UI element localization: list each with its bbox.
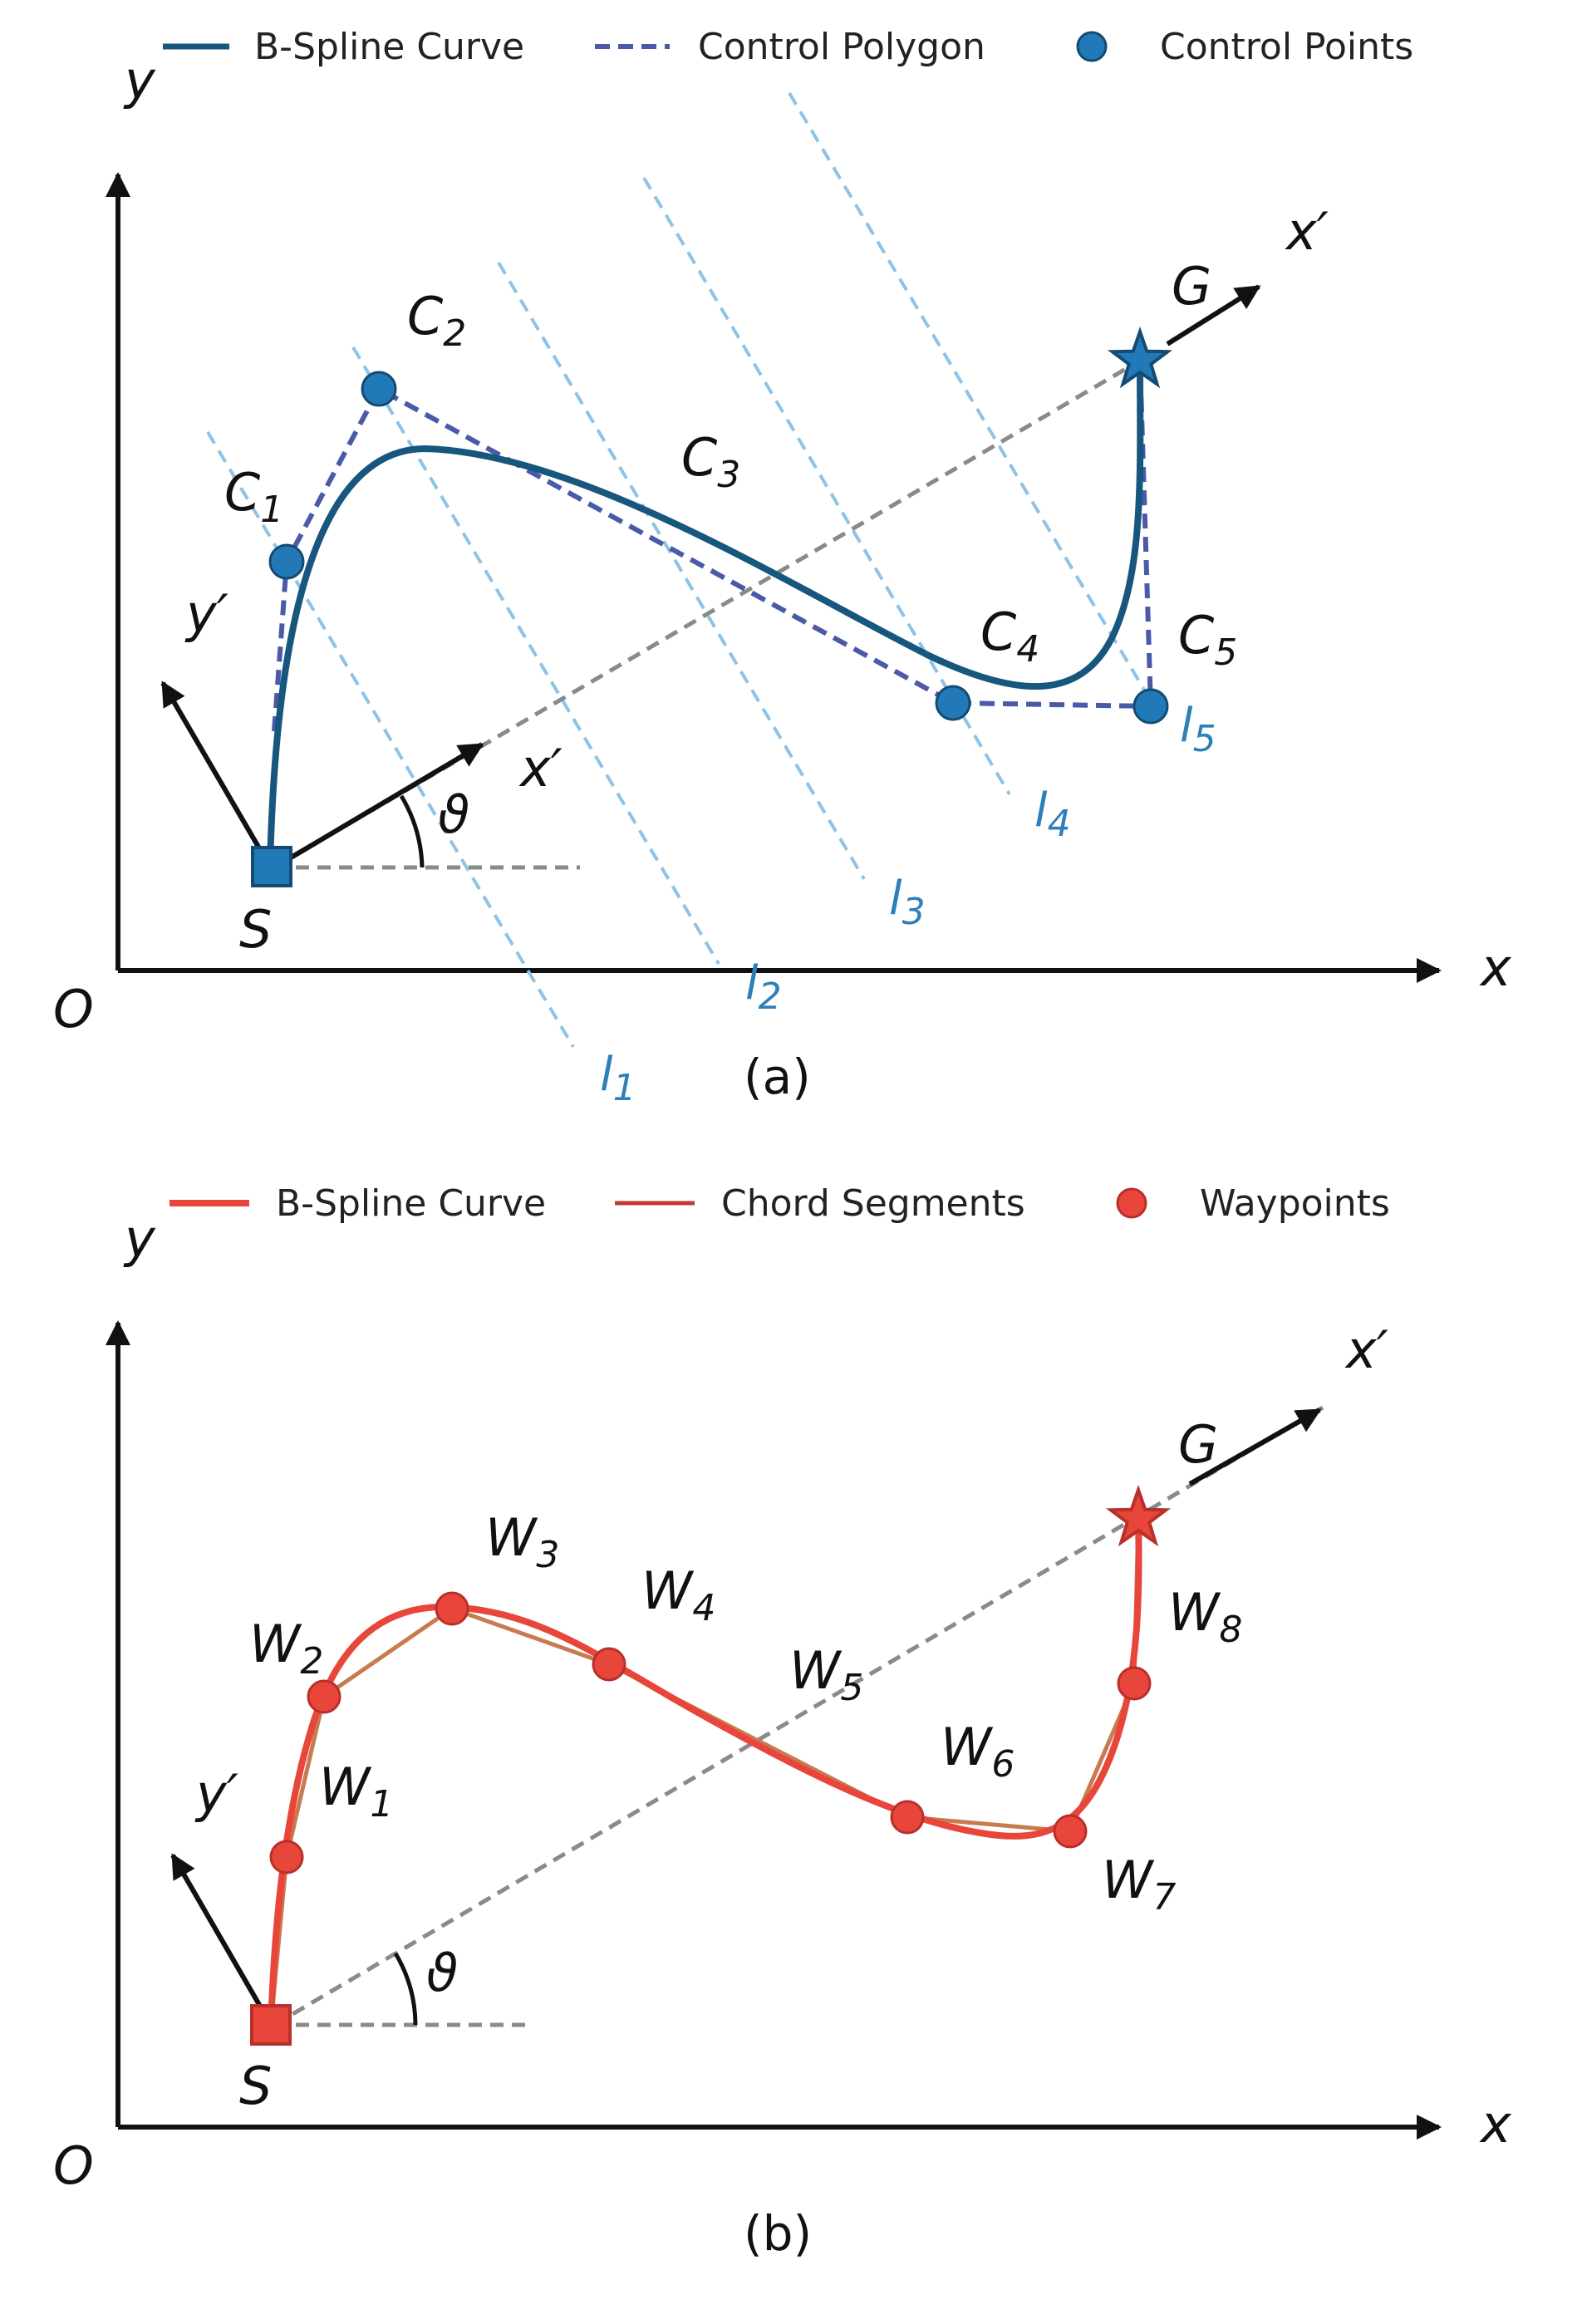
legend-points-swatch	[1076, 31, 1108, 62]
label-c2: C2	[407, 286, 466, 355]
line-l2	[351, 346, 720, 965]
y-prime-arrow-b	[170, 1853, 270, 2021]
waypoint-w2	[307, 1679, 341, 1714]
control-point-c4	[935, 685, 971, 721]
legend-curve-label: B-Spline Curve	[254, 26, 524, 68]
waypoint-w6	[890, 1800, 925, 1835]
control-point-c1	[268, 543, 305, 580]
line-l4	[642, 176, 1011, 796]
goal-arrow-a	[1166, 284, 1261, 346]
y-axis-label-b: y	[123, 1208, 156, 1269]
angle-arc-a	[399, 794, 425, 868]
x-prime-arrow-a	[273, 742, 484, 870]
axes-a: y x O	[53, 50, 1512, 1039]
label-l1: l1	[600, 1048, 636, 1109]
y-axis-label: y	[123, 50, 156, 111]
origin-label: O	[53, 979, 94, 1039]
x-axis-label-b: x	[1479, 2094, 1512, 2154]
label-w4: W4	[641, 1560, 715, 1629]
start-goal-line-b	[273, 1405, 1324, 2027]
label-w6: W6	[941, 1717, 1015, 1786]
label-w1: W1	[319, 1757, 393, 1825]
start-marker-a	[251, 846, 292, 887]
start-label-b: S	[239, 2056, 272, 2116]
label-c4: C4	[980, 602, 1039, 671]
waypoint-w1	[269, 1840, 304, 1874]
waypoint-w7	[1053, 1814, 1088, 1849]
line-l1	[206, 430, 575, 1049]
goal-marker-a	[1107, 326, 1173, 389]
x-prime-label-a-low: x′	[518, 738, 563, 798]
legend-chord-label: Chord Segments	[721, 1182, 1025, 1225]
angle-label-a: ϑ	[438, 784, 469, 845]
label-w3: W3	[485, 1507, 559, 1576]
waypoints	[269, 1591, 1152, 1874]
legend-curve-label-b: B-Spline Curve	[276, 1182, 546, 1225]
origin-label-b: O	[53, 2135, 94, 2196]
waypoint-w8	[1117, 1666, 1152, 1701]
label-c5: C5	[1178, 605, 1237, 674]
parallel-lines	[206, 91, 1157, 1049]
legend-waypoints-label: Waypoints	[1200, 1182, 1390, 1225]
start-goal-line-a	[273, 358, 1142, 870]
waypoint-w3	[435, 1591, 469, 1626]
b-spline-curve-b	[268, 1516, 1142, 2028]
angle-label-b: ϑ	[426, 1943, 458, 2003]
label-l5: l5	[1180, 699, 1216, 760]
legend-polygon-label: Control Polygon	[698, 26, 985, 68]
label-w7: W7	[1102, 1850, 1176, 1919]
x-prime-label-b: x′	[1344, 1319, 1388, 1380]
caption-b: (b)	[744, 2205, 812, 2262]
control-points	[268, 371, 1169, 725]
goal-label-b: G	[1178, 1414, 1218, 1475]
label-w2: W2	[249, 1614, 323, 1683]
start-marker-b	[250, 2004, 292, 2046]
y-prime-label-b: y′	[194, 1763, 238, 1824]
legend-a: B-Spline Curve Control Polygon Control P…	[163, 26, 1413, 68]
goal-arrow-b	[1188, 1408, 1322, 1486]
axes-b: y x O	[53, 1208, 1512, 2196]
angle-arc-b	[393, 1952, 418, 2026]
label-w8: W8	[1168, 1582, 1242, 1651]
label-l3: l3	[889, 872, 926, 933]
legend-points-label: Control Points	[1160, 26, 1413, 68]
x-axis-label: x	[1479, 937, 1512, 998]
label-l4: l4	[1034, 784, 1071, 845]
legend-waypoints-swatch	[1116, 1187, 1147, 1219]
control-point-c5	[1132, 688, 1169, 725]
line-l3	[497, 261, 866, 881]
x-prime-label-a-high: x′	[1285, 201, 1329, 262]
y-prime-label-a: y′	[184, 583, 228, 644]
panel-b: B-Spline Curve Chord Segments Waypoints …	[53, 1182, 1512, 2262]
label-c3: C3	[681, 427, 740, 496]
goal-marker-b	[1105, 1484, 1172, 1547]
caption-a: (a)	[744, 1049, 811, 1105]
goal-label-a: G	[1172, 256, 1211, 317]
start-label-a: S	[239, 899, 272, 960]
control-point-c2	[361, 371, 397, 407]
label-c1: C1	[224, 462, 283, 531]
label-w5: W5	[789, 1640, 863, 1709]
y-prime-arrow-a	[160, 680, 270, 864]
line-l5	[788, 91, 1157, 710]
label-l2: l2	[745, 956, 782, 1018]
waypoint-w4	[592, 1647, 626, 1682]
b-spline-curve-a	[267, 357, 1144, 867]
control-polygon	[272, 360, 1154, 732]
panel-a: B-Spline Curve Control Polygon Control P…	[53, 26, 1512, 1109]
legend-b: B-Spline Curve Chord Segments Waypoints	[170, 1182, 1390, 1225]
